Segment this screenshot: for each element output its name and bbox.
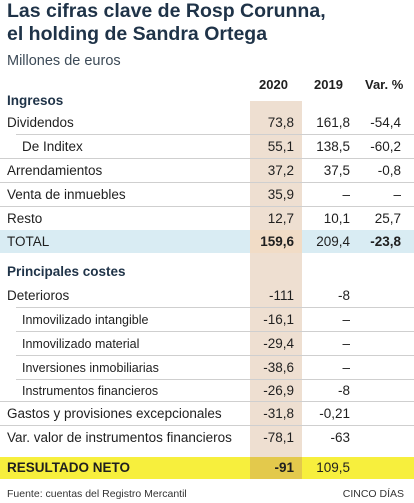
result-label: RESULTADO NETO [7,460,131,475]
section-ingresos: Ingresos [7,93,64,108]
row-label: Arrendamientos [7,163,103,178]
row-label: Deterioros [7,288,70,303]
row-label: Gastos y provisiones excepcionales [7,406,222,421]
table-row: Inversiones inmobiliarias -38,6 – [0,356,414,379]
value-2019: -8 [337,383,350,398]
table-row: De Inditex 55,1 138,5 -60,2 [0,135,414,158]
title-line-2: el holding de Sandra Ortega [7,23,268,45]
total-row-band [0,230,414,253]
value-variation: -0,8 [377,163,401,178]
value-2019: – [342,360,350,375]
value-variation: -60,2 [370,139,401,154]
header-2020: 2020 [259,77,288,92]
value-2020: 37,2 [267,163,294,178]
divider [16,331,414,332]
value-2019: 10,1 [323,211,350,226]
row-label: Inmovilizado material [22,337,140,351]
total-variation: -23,8 [370,234,401,249]
result-row: RESULTADO NETO -91 109,5 [0,456,414,479]
divider [0,158,414,159]
value-2019: – [342,187,350,202]
table-row: Instrumentos financieros -26,9 -8 [0,379,414,402]
divider [0,182,414,183]
value-2020: 73,8 [267,115,294,130]
table-row: Deterioros -111 -8 [0,284,414,307]
row-label: Var. valor de instrumentos financieros [7,430,232,445]
value-2019: – [342,312,350,327]
value-2019: 138,5 [316,139,350,154]
row-label: Dividendos [7,115,74,130]
row-label: Venta de inmuebles [7,187,126,202]
value-2020: -16,1 [263,312,294,327]
table-row: Inmovilizado intangible -16,1 – [0,308,414,331]
value-2020: 35,9 [267,187,294,202]
table-row: Var. valor de instrumentos financieros -… [0,426,414,449]
table-row: Dividendos 73,8 161,8 -54,4 [0,111,414,134]
table-row: Resto 12,7 10,1 25,7 [0,207,414,230]
value-2019: – [342,336,350,351]
value-2019: -8 [337,288,350,303]
divider [0,425,414,426]
table-row: Arrendamientos 37,2 37,5 -0,8 [0,159,414,182]
result-row-band [0,457,414,479]
table-row: Gastos y provisiones excepcionales -31,8… [0,402,414,425]
value-2019: 161,8 [316,115,350,130]
table-row: Inmovilizado material -29,4 – [0,332,414,355]
total-label: TOTAL [7,234,50,249]
brand-credit: CINCO DÍAS [342,488,404,500]
value-variation: -54,4 [370,115,401,130]
value-2020: -26,9 [263,383,294,398]
value-2020: 55,1 [267,139,294,154]
value-2019: 37,5 [323,163,350,178]
column-2020-highlight [250,101,302,479]
value-2020: -78,1 [263,430,294,445]
divider [16,307,414,308]
page-title: Las cifras clave de Rosp Corunna, el hol… [7,0,407,46]
value-2020: -38,6 [263,360,294,375]
divider [0,401,414,402]
result-2019: 109,5 [316,460,350,475]
result-2020-highlight [250,457,302,479]
title-line-1: Las cifras clave de Rosp Corunna, [7,0,326,22]
section-costes: Principales costes [7,264,126,279]
value-2020: 12,7 [267,211,294,226]
total-2019: 209,4 [316,234,350,249]
value-2020: -111 [268,288,294,303]
divider [16,379,414,380]
value-2020: -29,4 [263,336,294,351]
header-variation: Var. % [365,77,404,92]
total-row: TOTAL 159,6 209,4 -23,8 [0,230,414,253]
table-row: Venta de inmuebles 35,9 – – [0,183,414,206]
row-label: Inversiones inmobiliarias [22,361,159,375]
row-label: Resto [7,211,43,226]
row-label: Instrumentos financieros [22,384,159,398]
total-2020: 159,6 [260,234,294,249]
row-label: De Inditex [22,139,83,154]
divider [0,206,414,207]
value-2020: -31,8 [263,406,294,421]
value-variation: – [393,187,401,202]
header-2019: 2019 [314,77,343,92]
total-2020-highlight [250,230,302,253]
value-2019: -63 [330,430,350,445]
row-label: Inmovilizado intangible [22,313,149,327]
result-2020: -91 [274,460,294,475]
source-note: Fuente: cuentas del Registro Mercantil [7,488,187,500]
value-2019: -0,21 [319,406,350,421]
divider [16,134,414,135]
divider [16,355,414,356]
subtitle: Millones de euros [7,53,121,69]
value-variation: 25,7 [374,211,401,226]
